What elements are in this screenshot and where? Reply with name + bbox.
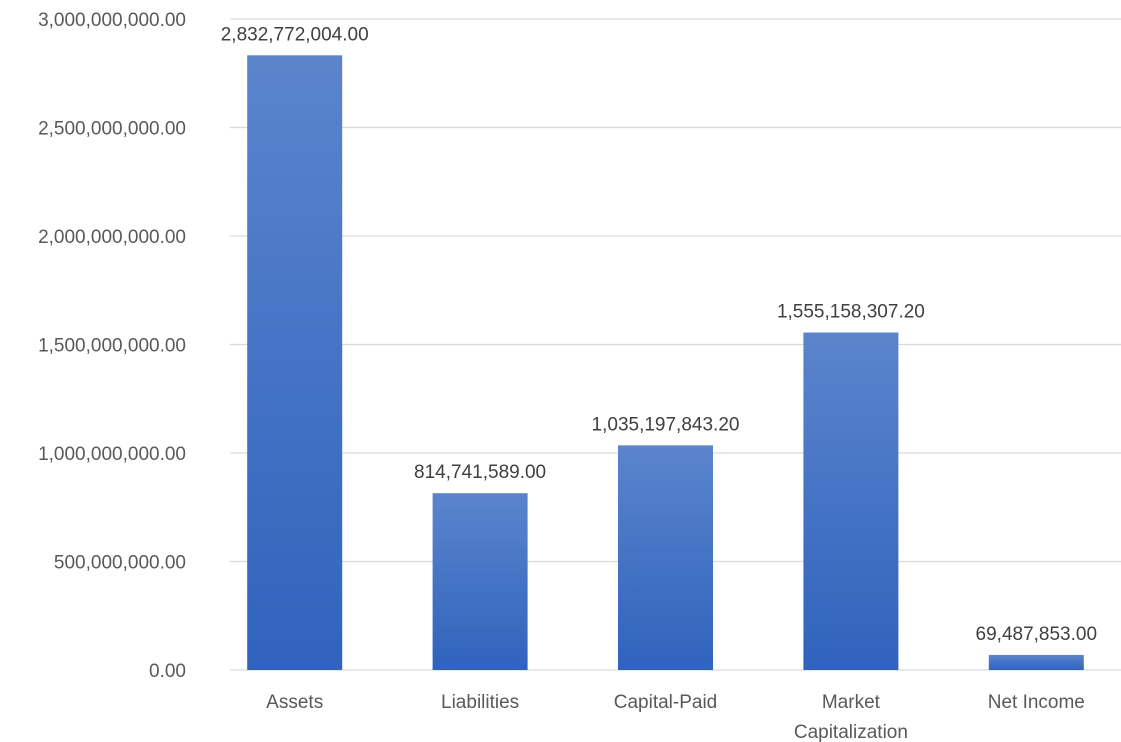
data-label: 2,832,772,004.00 (221, 24, 369, 45)
bar (618, 445, 713, 670)
category-label: Market (822, 692, 881, 713)
category-label: Liabilities (441, 692, 519, 713)
bar (432, 493, 528, 670)
y-axis-ticks: 0.00 500,000,000.00 1,000,000,000.00 1,500,… (38, 10, 186, 682)
y-tick-label: 0.00 (149, 661, 186, 682)
data-labels: 2,832,772,004.00 814,741,589.00 1,035,197,… (221, 24, 1097, 645)
y-tick-label: 500,000,000.00 (54, 553, 186, 574)
y-tick-label: 2,000,000,000.00 (38, 227, 186, 248)
category-label: Assets (266, 692, 323, 713)
data-label: 1,555,158,307.20 (777, 302, 925, 323)
bar (803, 332, 899, 670)
y-tick-label: 1,000,000,000.00 (38, 444, 186, 465)
y-tick-label: 2,500,000,000.00 (38, 119, 186, 140)
category-label: Capital-Paid (614, 692, 718, 713)
bar (247, 55, 343, 671)
x-axis-categories: Assets Liabilities Capital-Paid Market Capit… (266, 692, 1085, 742)
category-label: Capitalization (794, 722, 908, 742)
category-label: Net Income (988, 692, 1085, 713)
data-label: 1,035,197,843.20 (592, 414, 740, 435)
y-tick-label: 1,500,000,000.00 (38, 336, 186, 357)
y-tick-label: 3,000,000,000.00 (38, 10, 186, 31)
bar (988, 654, 1084, 670)
bars (247, 55, 1084, 671)
data-label: 69,487,853.00 (976, 624, 1098, 645)
data-label: 814,741,589.00 (414, 462, 546, 483)
